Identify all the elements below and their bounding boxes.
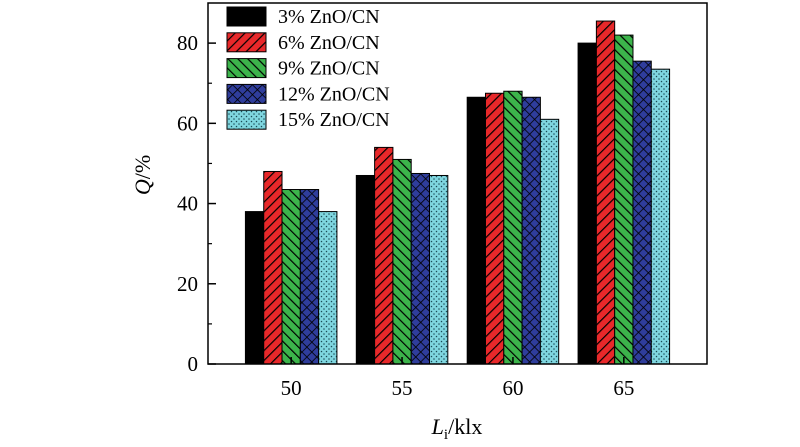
x-axis-title-main: L bbox=[431, 414, 444, 439]
x-tick-label: 60 bbox=[502, 376, 523, 400]
y-tick-label: 40 bbox=[177, 192, 198, 216]
x-tick-label: 65 bbox=[613, 376, 634, 400]
y-tick-label: 20 bbox=[177, 272, 198, 296]
x-tick-label: 55 bbox=[392, 376, 413, 400]
x-axis-title: Li/klx bbox=[431, 414, 483, 443]
bar-15-zno-cn-55 bbox=[429, 174, 449, 365]
bar-9-zno-cn-55 bbox=[392, 158, 412, 365]
legend-label: 15% ZnO/CN bbox=[278, 109, 390, 131]
bar-3-zno-cn-60 bbox=[466, 96, 486, 365]
legend-label: 6% ZnO/CN bbox=[278, 32, 380, 54]
bar-9-zno-cn-60 bbox=[503, 90, 523, 365]
x-axis-title-unit: /klx bbox=[448, 414, 482, 439]
legend-swatch bbox=[226, 58, 267, 79]
legend: 3% ZnO/CN 6% ZnO/CN 9% ZnO/CN 12% ZnO/CN 15%… bbox=[226, 6, 390, 131]
y-tick-label: 0 bbox=[188, 352, 199, 376]
legend-swatch bbox=[226, 32, 267, 53]
legend-label: 12% ZnO/CN bbox=[278, 83, 390, 105]
bar-12-zno-cn-60 bbox=[521, 96, 541, 365]
bar-6-zno-cn-60 bbox=[484, 92, 505, 365]
bar-6-zno-cn-55 bbox=[374, 146, 394, 365]
bar-15-zno-cn-50 bbox=[318, 211, 338, 365]
bar-6-zno-cn-50 bbox=[263, 170, 283, 365]
svg-text:Q/%: Q/% bbox=[130, 155, 155, 195]
bar-15-zno-cn-60 bbox=[539, 118, 560, 365]
bar-6-zno-cn-65 bbox=[595, 20, 616, 365]
legend-label: 9% ZnO/CN bbox=[278, 58, 380, 80]
y-tick-label: 80 bbox=[177, 31, 198, 55]
axes-group: 0 20 40 60 80 50 55 60 65 bbox=[177, 2, 708, 400]
legend-swatch bbox=[226, 83, 267, 104]
legend-swatch bbox=[226, 6, 267, 27]
x-axis-title-sub: i bbox=[444, 427, 448, 443]
y-tick-label: 60 bbox=[177, 111, 198, 135]
bar-3-zno-cn-50 bbox=[244, 211, 265, 365]
bar-3-zno-cn-65 bbox=[577, 42, 597, 365]
y-axis-title: Q/% bbox=[130, 155, 155, 195]
bar-12-zno-cn-55 bbox=[410, 172, 431, 365]
bar-3-zno-cn-55 bbox=[355, 174, 376, 365]
bars-group bbox=[244, 20, 671, 365]
legend-swatch bbox=[226, 109, 267, 130]
bar-15-zno-cn-65 bbox=[650, 68, 671, 365]
legend-label: 3% ZnO/CN bbox=[278, 6, 380, 28]
bar-12-zno-cn-65 bbox=[632, 60, 652, 365]
y-axis-title-unit: /% bbox=[130, 155, 155, 179]
bar-12-zno-cn-50 bbox=[299, 189, 320, 365]
bar-9-zno-cn-65 bbox=[614, 34, 634, 365]
plot-frame bbox=[207, 2, 708, 365]
x-tick-label: 50 bbox=[281, 376, 302, 400]
y-axis-title-main: Q bbox=[130, 179, 155, 195]
bar-9-zno-cn-50 bbox=[281, 189, 301, 365]
